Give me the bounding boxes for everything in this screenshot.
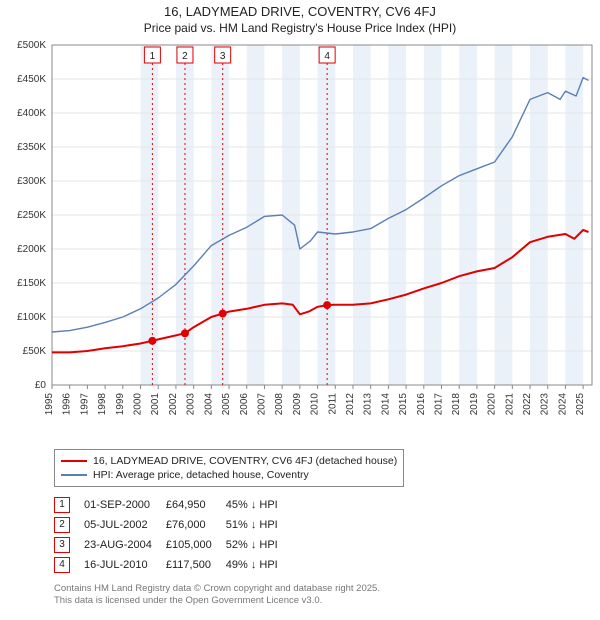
sale-price: £76,000 bbox=[166, 515, 226, 535]
legend-row: HPI: Average price, detached house, Cove… bbox=[61, 468, 397, 482]
sale-marker-box: 2 bbox=[54, 517, 70, 533]
svg-text:2000: 2000 bbox=[133, 393, 144, 416]
sale-delta: 51% ↓ HPI bbox=[226, 515, 292, 535]
svg-text:2017: 2017 bbox=[434, 393, 445, 416]
svg-text:2014: 2014 bbox=[380, 393, 391, 416]
svg-text:2018: 2018 bbox=[451, 393, 462, 416]
svg-text:2012: 2012 bbox=[345, 393, 356, 416]
svg-text:2013: 2013 bbox=[363, 393, 374, 416]
svg-text:2002: 2002 bbox=[168, 393, 179, 416]
svg-text:2022: 2022 bbox=[522, 393, 533, 416]
svg-text:1996: 1996 bbox=[62, 393, 73, 416]
svg-text:£100K: £100K bbox=[17, 312, 46, 323]
sale-price: £117,500 bbox=[166, 555, 226, 575]
root: 16, LADYMEAD DRIVE, COVENTRY, CV6 4FJ Pr… bbox=[0, 0, 600, 607]
footer: Contains HM Land Registry data © Crown c… bbox=[54, 583, 600, 607]
sale-date: 01-SEP-2000 bbox=[84, 495, 166, 515]
legend: 16, LADYMEAD DRIVE, COVENTRY, CV6 4FJ (d… bbox=[54, 449, 404, 487]
svg-text:£250K: £250K bbox=[17, 210, 46, 221]
svg-text:2008: 2008 bbox=[274, 393, 285, 416]
svg-text:2009: 2009 bbox=[292, 393, 303, 416]
legend-label: 16, LADYMEAD DRIVE, COVENTRY, CV6 4FJ (d… bbox=[93, 454, 397, 468]
svg-text:£350K: £350K bbox=[17, 142, 46, 153]
sale-marker-box: 3 bbox=[54, 537, 70, 553]
sale-date: 23-AUG-2004 bbox=[84, 535, 166, 555]
svg-text:2021: 2021 bbox=[504, 393, 515, 416]
svg-text:£300K: £300K bbox=[17, 176, 46, 187]
svg-text:2020: 2020 bbox=[487, 393, 498, 416]
svg-text:1995: 1995 bbox=[44, 393, 55, 416]
sale-marker-box: 4 bbox=[54, 557, 70, 573]
svg-text:£500K: £500K bbox=[17, 40, 46, 51]
chart-titles: 16, LADYMEAD DRIVE, COVENTRY, CV6 4FJ Pr… bbox=[0, 0, 600, 35]
svg-text:2023: 2023 bbox=[540, 393, 551, 416]
sale-marker-box: 1 bbox=[54, 497, 70, 513]
svg-text:2001: 2001 bbox=[150, 393, 161, 416]
svg-text:2007: 2007 bbox=[256, 393, 267, 416]
svg-text:£400K: £400K bbox=[17, 108, 46, 119]
svg-text:2006: 2006 bbox=[239, 393, 250, 416]
svg-text:1: 1 bbox=[150, 51, 156, 62]
sale-price: £64,950 bbox=[166, 495, 226, 515]
svg-text:£200K: £200K bbox=[17, 244, 46, 255]
svg-text:2019: 2019 bbox=[469, 393, 480, 416]
sales-table: 1 01-SEP-2000£64,95045% ↓ HPI 2 05-JUL-2002… bbox=[54, 495, 292, 575]
legend-swatch bbox=[61, 460, 87, 462]
table-row: 4 16-JUL-2010£117,50049% ↓ HPI bbox=[54, 555, 292, 575]
sale-delta: 49% ↓ HPI bbox=[226, 555, 292, 575]
sale-delta: 45% ↓ HPI bbox=[226, 495, 292, 515]
svg-text:2005: 2005 bbox=[221, 393, 232, 416]
legend-swatch bbox=[61, 474, 87, 475]
table-row: 2 05-JUL-2002£76,00051% ↓ HPI bbox=[54, 515, 292, 535]
legend-row: 16, LADYMEAD DRIVE, COVENTRY, CV6 4FJ (d… bbox=[61, 454, 397, 468]
footer-line-2: This data is licensed under the Open Gov… bbox=[54, 595, 600, 607]
chart-title-main: 16, LADYMEAD DRIVE, COVENTRY, CV6 4FJ bbox=[0, 4, 600, 19]
svg-text:2016: 2016 bbox=[416, 393, 427, 416]
footer-line-1: Contains HM Land Registry data © Crown c… bbox=[54, 583, 600, 595]
svg-text:2004: 2004 bbox=[203, 393, 214, 416]
sale-date: 05-JUL-2002 bbox=[84, 515, 166, 535]
svg-text:2015: 2015 bbox=[398, 393, 409, 416]
sale-date: 16-JUL-2010 bbox=[84, 555, 166, 575]
sale-delta: 52% ↓ HPI bbox=[226, 535, 292, 555]
table-row: 3 23-AUG-2004£105,00052% ↓ HPI bbox=[54, 535, 292, 555]
svg-text:2011: 2011 bbox=[327, 393, 338, 415]
svg-text:2010: 2010 bbox=[310, 393, 321, 416]
svg-text:2003: 2003 bbox=[186, 393, 197, 416]
svg-text:2: 2 bbox=[182, 51, 188, 62]
svg-text:4: 4 bbox=[324, 51, 330, 62]
sale-price: £105,000 bbox=[166, 535, 226, 555]
chart: £0 £50K £100K £150K £200K £250K £300K £350K £400… bbox=[2, 35, 598, 445]
table-row: 1 01-SEP-2000£64,95045% ↓ HPI bbox=[54, 495, 292, 515]
svg-text:2025: 2025 bbox=[575, 393, 586, 416]
svg-text:1997: 1997 bbox=[79, 393, 90, 416]
chart-svg: £0 £50K £100K £150K £200K £250K £300K £350K £400… bbox=[2, 35, 598, 445]
svg-text:1998: 1998 bbox=[97, 393, 108, 416]
legend-label: HPI: Average price, detached house, Cove… bbox=[93, 468, 309, 482]
svg-text:3: 3 bbox=[220, 51, 226, 62]
svg-text:2024: 2024 bbox=[557, 393, 568, 416]
svg-text:£450K: £450K bbox=[17, 74, 46, 85]
svg-text:£50K: £50K bbox=[23, 346, 47, 357]
svg-text:£0: £0 bbox=[35, 380, 47, 391]
svg-text:£150K: £150K bbox=[17, 278, 46, 289]
chart-title-sub: Price paid vs. HM Land Registry's House … bbox=[0, 21, 600, 35]
svg-text:1999: 1999 bbox=[115, 393, 126, 416]
